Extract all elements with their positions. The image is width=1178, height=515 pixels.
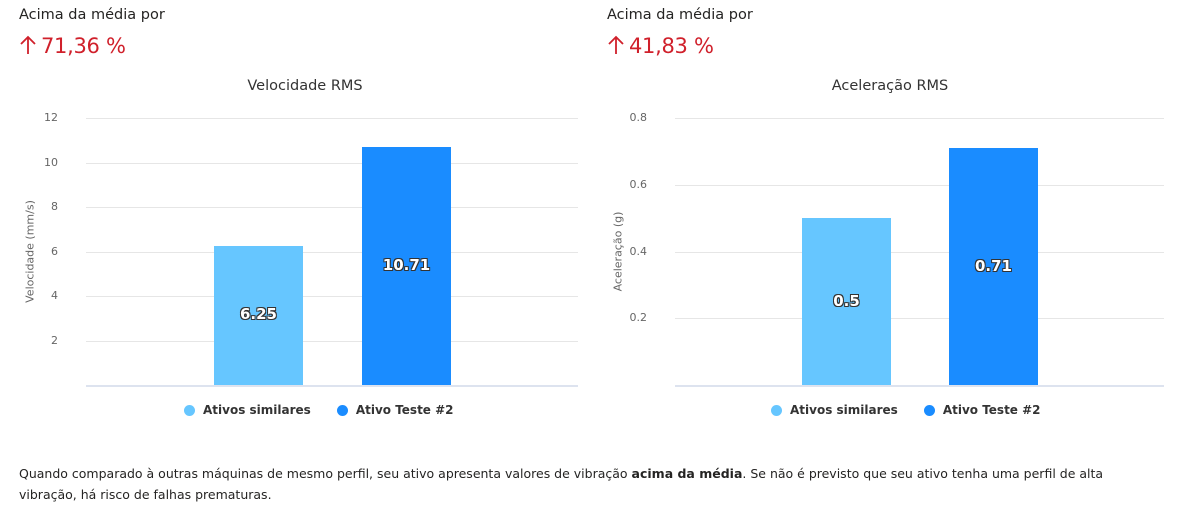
y-tick-label: 8 xyxy=(51,200,58,213)
chart-title: Velocidade RMS xyxy=(247,78,363,94)
legend-dot-icon xyxy=(771,404,782,416)
summary-text-part: Quando comparado à outras máquinas de me… xyxy=(19,466,632,481)
kpi-value: 71,36 % xyxy=(41,34,126,58)
legend-item-similar-assets[interactable]: Ativos similares xyxy=(771,403,898,417)
legend-dot-icon xyxy=(184,404,195,416)
y-tick-label: 0.6 xyxy=(629,177,648,191)
bar-test-asset[interactable]: 0.71 xyxy=(949,148,1038,385)
bar-similar-assets[interactable]: 0.5 xyxy=(802,218,891,385)
y-tick-label: 12 xyxy=(44,111,58,124)
summary-text-part: . Se não é previsto que seu ativo tenha … xyxy=(19,466,1104,502)
bar-value-label: 0.5 xyxy=(833,291,860,310)
kpi-value-row: 71,36 % xyxy=(19,34,126,58)
legend-label: Ativo Teste #2 xyxy=(942,403,1041,417)
bar-similar-assets[interactable]: 6.25 xyxy=(214,245,303,385)
gridline xyxy=(675,318,1164,320)
plot-area: 2 4 6 8 10 12 6.25 10.71 xyxy=(44,111,578,387)
y-tick-label: 6 xyxy=(51,244,58,258)
bar-value-label: 10.71 xyxy=(382,255,431,274)
gridline xyxy=(675,184,1164,186)
gridline xyxy=(86,118,578,119)
legend-item-test-asset[interactable]: Ativo Teste #2 xyxy=(336,403,454,417)
legend-dot-icon xyxy=(336,404,348,416)
y-tick-label: 10 xyxy=(44,155,58,169)
bar-test-asset[interactable]: 10.71 xyxy=(362,146,451,385)
gridline xyxy=(86,207,578,208)
legend-label: Ativo Teste #2 xyxy=(355,403,454,417)
gridline xyxy=(86,340,578,342)
gridline xyxy=(675,118,1164,119)
legend-item-similar-assets[interactable]: Ativos similares xyxy=(184,403,311,417)
kpi-value-row: 41,83 % xyxy=(607,34,714,58)
kpi-label: Acima da média por xyxy=(19,7,165,23)
summary-text: Quando comparado à outras máquinas de me… xyxy=(19,463,1159,505)
legend-dot-icon xyxy=(923,404,935,416)
arrow-up-icon xyxy=(20,35,36,54)
plot-area: 0.2 0.4 0.6 0.8 0.5 0.71 xyxy=(630,111,1164,387)
legend-item-test-asset[interactable]: Ativo Teste #2 xyxy=(923,403,1041,417)
gridline xyxy=(86,296,578,297)
gridline xyxy=(86,162,578,164)
kpi-label: Acima da média por xyxy=(607,7,753,23)
y-tick-label: 0.2 xyxy=(629,311,648,325)
arrow-up-icon xyxy=(608,35,624,54)
y-tick-label: 4 xyxy=(51,289,58,302)
y-tick-label: 0.8 xyxy=(629,111,648,124)
acceleration-panel: Acima da média por 41,83 % Aceleração RM… xyxy=(588,0,1168,440)
y-tick-label: 2 xyxy=(51,333,58,347)
legend-label: Ativos similares xyxy=(790,403,898,417)
chart-legend: Ativos similares Ativo Teste #2 xyxy=(771,403,1041,417)
gridline xyxy=(675,251,1164,253)
bar-value-label: 0.71 xyxy=(974,256,1012,275)
legend-label: Ativos similares xyxy=(203,403,311,417)
y-tick-label: 0.4 xyxy=(629,244,648,258)
summary-emphasis: acima da média xyxy=(631,466,743,481)
kpi-value: 41,83 % xyxy=(629,34,714,58)
chart-title: Aceleração RMS xyxy=(831,78,949,94)
gridline xyxy=(86,251,578,253)
chart-legend: Ativos similares Ativo Teste #2 xyxy=(184,403,454,417)
x-axis-line xyxy=(86,385,578,387)
velocity-panel: Acima da média por 71,36 % Velocidade RM… xyxy=(0,0,580,440)
x-axis-line xyxy=(675,385,1164,387)
bar-value-label: 6.25 xyxy=(239,305,277,324)
